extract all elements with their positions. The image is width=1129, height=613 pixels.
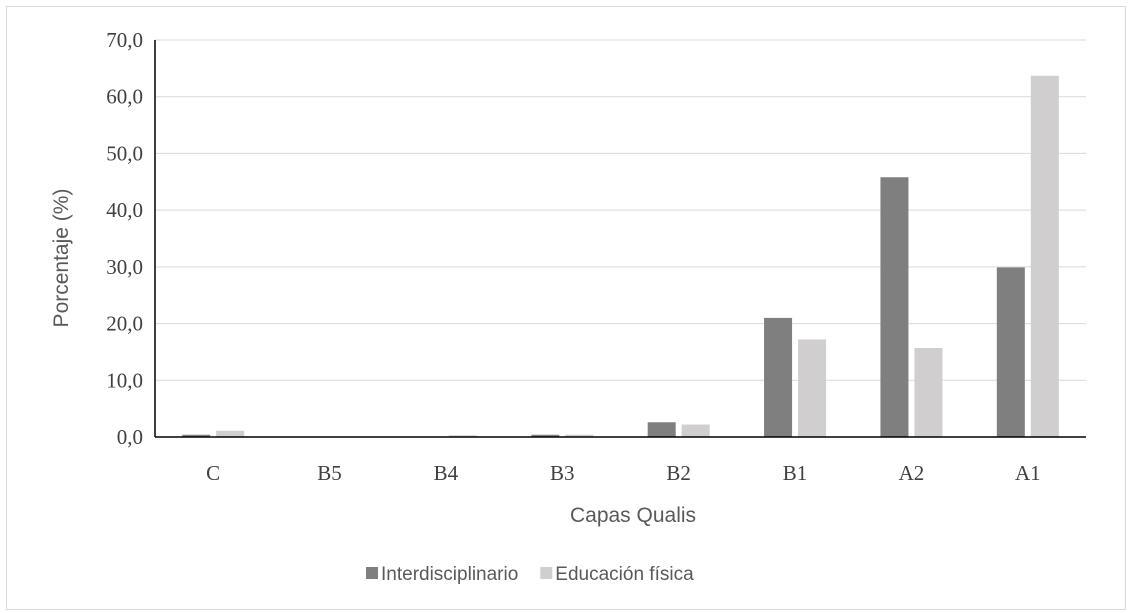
- y-tick-labels: 0,0 10,0 20,0 30,0 40,0 50,0 60,0 70,0: [106, 28, 143, 449]
- gridlines: [155, 39, 1086, 381]
- bar-interdisciplinario-b1: [764, 317, 793, 437]
- legend-swatch: [540, 567, 553, 579]
- y-axis-title: Porcentaje (%): [50, 189, 73, 328]
- bar-educacion-fisica-b3: [565, 434, 594, 437]
- x-tick-label: A1: [1015, 461, 1041, 485]
- bar-interdisciplinario-c: [182, 434, 211, 437]
- bar-educacion-fisica-c: [216, 430, 245, 437]
- legend-label: Interdisciplinario: [381, 564, 518, 585]
- y-tick-label: 40,0: [106, 198, 143, 222]
- y-tick-label: 60,0: [106, 85, 143, 109]
- legend: Interdisciplinario Educación física: [366, 564, 694, 585]
- bar-educacion-fisica-b1: [798, 339, 827, 437]
- y-tick-label: 30,0: [106, 255, 143, 279]
- bar-educacion-fisica-a1: [1030, 75, 1059, 437]
- y-tick-label: 70,0: [106, 28, 143, 52]
- bar-educacion-fisica-b2: [681, 424, 710, 437]
- x-tick-label: B4: [434, 461, 459, 485]
- bar-interdisciplinario-b2: [647, 422, 676, 437]
- bar-interdisciplinario-a2: [880, 177, 909, 437]
- x-tick-label: B5: [317, 461, 342, 485]
- x-axis-title: Capas Qualis: [570, 504, 696, 527]
- x-tick-label: B1: [783, 461, 808, 485]
- y-tick-label: 0,0: [117, 425, 143, 449]
- y-tick-label: 50,0: [106, 141, 143, 165]
- x-tick-label: C: [206, 461, 220, 485]
- bar-educacion-fisica-a2: [914, 347, 943, 437]
- x-tick-label: A2: [899, 461, 925, 485]
- bar-interdisciplinario-b3: [531, 434, 560, 437]
- x-tick-labels: C B5 B4 B3 B2 B1 A2 A1: [206, 461, 1040, 485]
- bars: [182, 75, 1059, 437]
- x-tick-label: B2: [666, 461, 691, 485]
- bar-educacion-fisica-b4: [448, 435, 477, 437]
- x-tick-label: B3: [550, 461, 575, 485]
- legend-label: Educación física: [555, 564, 694, 585]
- y-tick-label: 10,0: [106, 368, 143, 392]
- chart-frame: [6, 6, 1126, 610]
- legend-swatch: [366, 567, 378, 579]
- bar-interdisciplinario-a1: [996, 267, 1025, 437]
- y-tick-label: 20,0: [106, 312, 143, 336]
